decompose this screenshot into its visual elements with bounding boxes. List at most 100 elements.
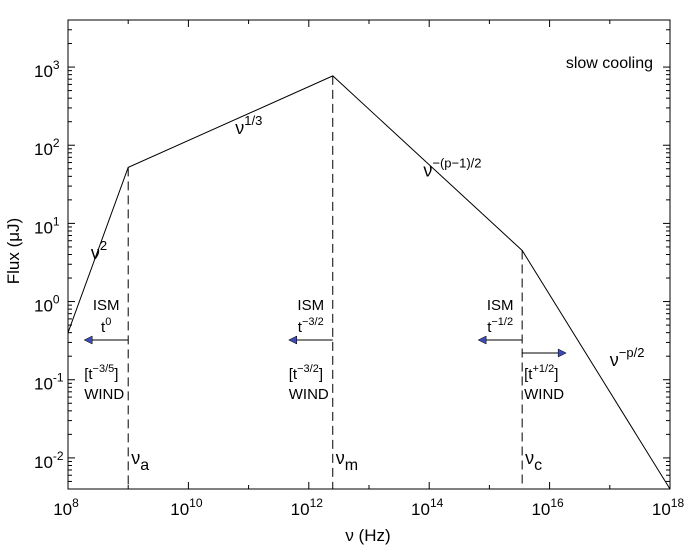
wind-scaling-close: ] bbox=[114, 366, 118, 383]
slope-label-2: ν−(p−1)/2 bbox=[423, 155, 481, 180]
break-label-subscript: a bbox=[140, 457, 149, 474]
break-label-subscript: c bbox=[534, 457, 542, 474]
break-label-nu-a: νa bbox=[131, 448, 149, 474]
x-axis-label: ν (Hz) bbox=[345, 526, 390, 545]
x-tick-label-exponent: 16 bbox=[550, 496, 564, 510]
y-tick-label-exponent: 0 bbox=[53, 293, 60, 307]
x-axis-ticks: 108 1010 1012 1014 1016 1018 bbox=[53, 20, 684, 519]
y-tick-label-exponent: 3 bbox=[53, 58, 60, 72]
wind-label-1: WIND bbox=[289, 386, 329, 403]
ism-scaling-0-base: t bbox=[101, 319, 106, 336]
ism-scaling-0: t0 bbox=[101, 316, 111, 336]
x-tick-label: 1010 bbox=[170, 496, 203, 519]
ism-arrow-2-head bbox=[477, 335, 487, 345]
x-tick-label: 1012 bbox=[291, 496, 324, 519]
wind-scaling-exponent: −3/5 bbox=[93, 363, 115, 375]
ism-label-2: ISM bbox=[487, 297, 514, 314]
y-tick-label-exponent: 1 bbox=[53, 214, 60, 228]
ism-label-0: ISM bbox=[93, 297, 120, 314]
spectrum-line bbox=[67, 75, 671, 490]
y-tick-label-base: 10 bbox=[34, 218, 53, 237]
slope-label-0-base: ν bbox=[91, 243, 100, 263]
break-label-subscript: m bbox=[345, 457, 358, 474]
y-tick-label-exponent: -1 bbox=[53, 371, 64, 385]
y-tick-label: 101 bbox=[34, 214, 60, 237]
ism-scaling-1-base: t bbox=[298, 319, 303, 336]
ism-scaling-2-exponent: −1/2 bbox=[491, 316, 513, 328]
ism-scaling-1-exponent: −3/2 bbox=[302, 316, 324, 328]
y-tick-label: 10-1 bbox=[34, 371, 64, 394]
ism-scaling-0-exponent: 0 bbox=[105, 316, 111, 328]
spectrum-layer bbox=[67, 75, 671, 490]
y-tick-label-exponent: 2 bbox=[53, 136, 60, 150]
slope-label-2-exponent: −(p−1)/2 bbox=[432, 155, 481, 170]
y-tick-label-exponent: -2 bbox=[53, 449, 64, 463]
y-tick-label-base: 10 bbox=[34, 140, 53, 159]
ism-arrow-0-head bbox=[83, 335, 93, 345]
x-tick-label: 1018 bbox=[652, 496, 685, 519]
slope-label-0: ν2 bbox=[91, 238, 107, 263]
wind-scaling-close: ] bbox=[319, 366, 323, 383]
x-tick-label-exponent: 18 bbox=[671, 496, 685, 510]
ism-label-1: ISM bbox=[297, 297, 324, 314]
y-tick-label-base: 10 bbox=[34, 297, 53, 316]
wind-scaling-exponent: +1/2 bbox=[532, 363, 554, 375]
ism-scaling-1: t−3/2 bbox=[298, 316, 324, 336]
break-label-symbol: ν bbox=[131, 448, 140, 468]
y-tick-label: 10-2 bbox=[34, 449, 64, 472]
x-tick-label-base: 10 bbox=[411, 500, 430, 519]
regime-label: slow cooling bbox=[566, 55, 653, 72]
x-tick-label-base: 10 bbox=[652, 500, 671, 519]
wind-scaling-close: ] bbox=[554, 366, 558, 383]
slope-label-3-exponent: −p/2 bbox=[619, 345, 645, 360]
y-tick-label: 102 bbox=[34, 136, 60, 159]
wind-scaling-1: [t−3/2] bbox=[289, 363, 323, 383]
y-tick-label-base: 10 bbox=[34, 453, 53, 472]
y-tick-label-base: 10 bbox=[34, 62, 53, 81]
slope-label-0-exponent: 2 bbox=[100, 238, 107, 253]
wind-scaling-open: [t bbox=[84, 366, 93, 383]
x-tick-label-base: 10 bbox=[170, 500, 189, 519]
break-frequency-lines: νa νm νc bbox=[127, 75, 542, 489]
wind-label-0: WIND bbox=[84, 386, 124, 403]
break-label-nu-c: νc bbox=[525, 448, 542, 474]
wind-scaling-open: [t bbox=[524, 366, 533, 383]
x-tick-label-base: 10 bbox=[531, 500, 550, 519]
wind-scaling-0: [t−3/5] bbox=[84, 363, 118, 383]
ism-scaling-2: t−1/2 bbox=[487, 316, 513, 336]
break-label-nu-m: νm bbox=[336, 448, 358, 474]
slope-label-1: ν1/3 bbox=[235, 113, 262, 138]
wind-label-2: WIND bbox=[524, 386, 564, 403]
wind-arrow-2-head bbox=[557, 348, 567, 358]
y-tick-label: 103 bbox=[34, 58, 60, 81]
x-tick-label-base: 10 bbox=[53, 500, 72, 519]
slope-label-1-exponent: 1/3 bbox=[244, 113, 262, 128]
x-tick-label-exponent: 8 bbox=[72, 496, 79, 510]
slope-label-3: ν−p/2 bbox=[610, 345, 645, 370]
x-tick-label-exponent: 10 bbox=[189, 496, 203, 510]
plot-frame bbox=[67, 19, 671, 490]
x-tick-label-exponent: 14 bbox=[430, 496, 444, 510]
break-label-symbol: ν bbox=[525, 448, 534, 468]
ism-scaling-2-base: t bbox=[487, 319, 492, 336]
x-tick-label-exponent: 12 bbox=[310, 496, 324, 510]
x-tick-label: 1016 bbox=[531, 496, 564, 519]
wind-scaling-2: [t+1/2] bbox=[524, 363, 558, 383]
wind-scaling-exponent: −3/2 bbox=[297, 363, 319, 375]
y-tick-label-base: 10 bbox=[34, 375, 53, 394]
annotations: ν2ν1/3ν−(p−1)/2ν−p/2ISMt0[t−3/5]WINDISMt… bbox=[83, 113, 645, 403]
slope-label-3-base: ν bbox=[610, 350, 619, 370]
x-tick-label: 1014 bbox=[411, 496, 444, 519]
x-tick-label-base: 10 bbox=[291, 500, 310, 519]
break-label-symbol: ν bbox=[336, 448, 345, 468]
slope-label-1-base: ν bbox=[235, 118, 244, 138]
wind-scaling-open: [t bbox=[289, 366, 298, 383]
y-axis-label: Flux (μJ) bbox=[4, 218, 23, 284]
x-tick-label: 108 bbox=[53, 496, 79, 519]
ism-arrow-1-head bbox=[288, 335, 298, 345]
slope-label-2-base: ν bbox=[423, 160, 432, 180]
plot-border bbox=[67, 19, 671, 490]
y-tick-label: 100 bbox=[34, 293, 60, 316]
